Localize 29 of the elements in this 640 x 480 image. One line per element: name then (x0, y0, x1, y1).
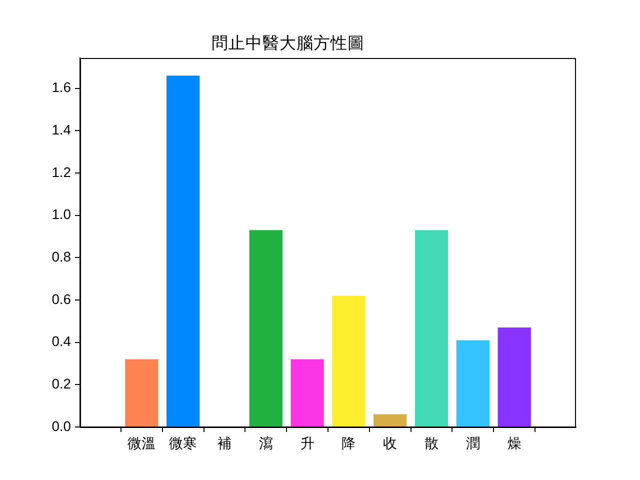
x-tick-label: 微溫 (128, 435, 156, 452)
x-tick-label: 升 (300, 435, 314, 452)
x-tick-label: 收 (383, 435, 398, 452)
y-tick-label: 1.0 (52, 206, 72, 222)
x-tick-label: 微寒 (169, 435, 198, 452)
bar (166, 76, 200, 426)
y-tick-label: 1.6 (52, 79, 72, 96)
x-tick-label: 潤 (466, 435, 480, 452)
chart-title: 問止中醫大腦方性圖 (212, 34, 364, 53)
x-tick-label: 散 (424, 435, 439, 452)
y-tick-label: 0.0 (52, 418, 72, 434)
x-tick-label: 燥 (507, 435, 522, 452)
y-tick-label: 0.8 (52, 248, 72, 264)
bar (414, 230, 448, 426)
x-tick-label: 補 (217, 435, 232, 452)
y-tick-label: 0.6 (52, 290, 72, 307)
bar (290, 359, 324, 426)
y-tick-label: 1.2 (52, 164, 72, 180)
x-tick-label: 瀉 (258, 435, 273, 452)
bar (249, 230, 282, 426)
y-tick-label: 0.4 (52, 333, 72, 350)
y-tick-label: 1.4 (52, 121, 72, 138)
bar (498, 328, 531, 426)
bar (374, 414, 407, 426)
bar (332, 296, 366, 426)
y-tick-label: 0.2 (52, 375, 72, 392)
bar (456, 340, 490, 426)
bar (125, 359, 158, 426)
x-tick-label: 降 (342, 435, 356, 452)
